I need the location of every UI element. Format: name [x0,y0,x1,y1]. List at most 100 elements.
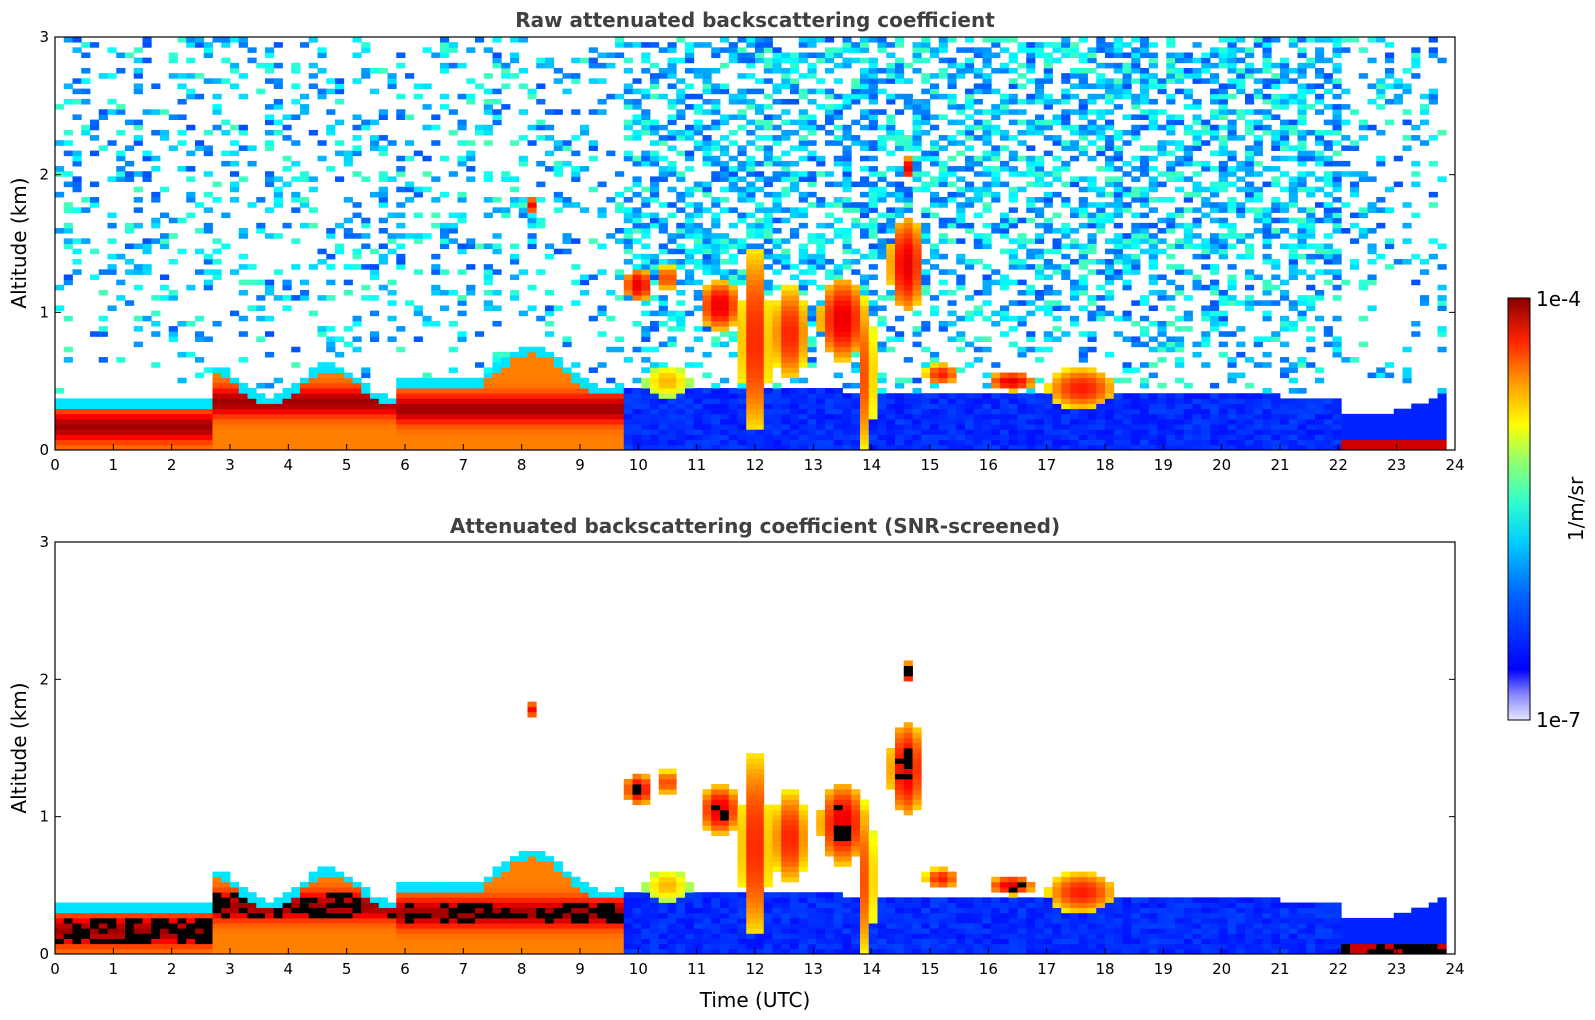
heatmap-cell [501,419,511,425]
heatmap-cell [938,367,948,373]
heatmap-cell [860,124,870,131]
heatmap-cell [903,357,913,363]
heatmap-cell [851,300,861,306]
heatmap-cell [203,336,213,342]
heatmap-cell [772,217,782,224]
heatmap-cell [1105,83,1115,90]
heatmap-cell [606,93,616,100]
heatmap-cell [588,315,598,322]
heatmap-cell [527,202,537,208]
heatmap-cell [763,367,773,373]
heatmap-cell [168,289,178,296]
heatmap-cell [685,129,695,136]
heatmap-cell [903,171,913,177]
heatmap-cell [737,413,747,420]
heatmap-cell [921,372,931,379]
heatmap-cell [1148,109,1158,115]
heatmap-cell [685,233,695,239]
heatmap-cell [755,222,765,229]
heatmap-cell [448,62,458,69]
heatmap-cell [886,98,896,105]
heatmap-cell [667,83,677,90]
heatmap-cell [501,176,511,182]
heatmap-cell [1052,47,1062,53]
heatmap-cell [98,398,108,404]
heatmap-cell [728,52,738,59]
heatmap-cell [868,88,878,95]
heatmap-cell [168,413,178,420]
heatmap-cell [938,419,948,425]
heatmap-cell [492,413,502,420]
heatmap-cell [860,434,870,441]
heatmap-cell [1000,93,1010,100]
heatmap-cell [737,98,747,105]
heatmap-cell [536,315,546,322]
heatmap-cell [326,398,336,404]
heatmap-cell [571,424,581,430]
heatmap-cell [317,382,327,389]
heatmap-cell [527,238,537,244]
heatmap-cell [1087,243,1097,250]
heatmap-cell [483,109,493,115]
heatmap-cell [973,346,983,353]
heatmap-cell [973,238,983,244]
heatmap-cell [1008,326,1018,332]
heatmap-cell [1017,264,1027,270]
heatmap-cell [492,119,502,126]
heatmap-cell [203,78,213,84]
heatmap-cell [956,444,966,450]
heatmap-cell [518,269,528,275]
heatmap-cell [142,413,152,420]
heatmap-cell [588,434,598,441]
heatmap-cell [921,78,931,84]
heatmap-cell [1105,248,1115,255]
heatmap-cell [553,140,563,146]
heatmap-cell [825,212,835,219]
heatmap-cell [623,217,633,224]
heatmap-cell [711,419,721,425]
heatmap-cell [930,181,940,188]
heatmap-cell [798,315,808,322]
heatmap-cell [203,403,213,410]
heatmap-cell [203,258,213,265]
heatmap-cell [763,403,773,410]
heatmap-cell [1105,238,1115,244]
heatmap-cell [886,207,896,213]
heatmap-cell [947,439,957,446]
heatmap-cell [895,393,905,399]
heatmap-cell [798,346,808,353]
heatmap-cell [378,444,388,450]
heatmap-cell [230,160,240,167]
heatmap-cell [1017,419,1027,425]
heatmap-cell [186,320,196,327]
heatmap-cell [685,362,695,368]
heatmap-cell [781,331,791,337]
heatmap-cell [81,197,91,203]
heatmap-cell [807,258,817,265]
heatmap-cell [273,98,283,105]
heatmap-cell [790,212,800,219]
heatmap-cell [763,377,773,384]
heatmap-cell [1026,424,1036,430]
heatmap-cell [370,336,380,342]
heatmap-cell [667,212,677,219]
heatmap-cell [798,88,808,95]
heatmap-cell [755,47,765,53]
heatmap-cell [842,258,852,265]
heatmap-cell [763,305,773,312]
heatmap-cell [868,382,878,389]
heatmap-cell [1035,346,1045,353]
heatmap-cell [1105,140,1115,146]
heatmap-cell [160,186,170,193]
heatmap-cell [72,98,82,105]
heatmap-cell [632,279,642,286]
heatmap-cell [1148,207,1158,213]
heatmap-cell [903,284,913,291]
heatmap-cell [1070,279,1080,286]
heatmap-cell [221,429,231,435]
heatmap-cell [650,388,660,394]
heatmap-cell [833,269,843,275]
heatmap-cell [720,114,730,120]
heatmap-cell [553,109,563,115]
heatmap-cell [501,393,511,399]
